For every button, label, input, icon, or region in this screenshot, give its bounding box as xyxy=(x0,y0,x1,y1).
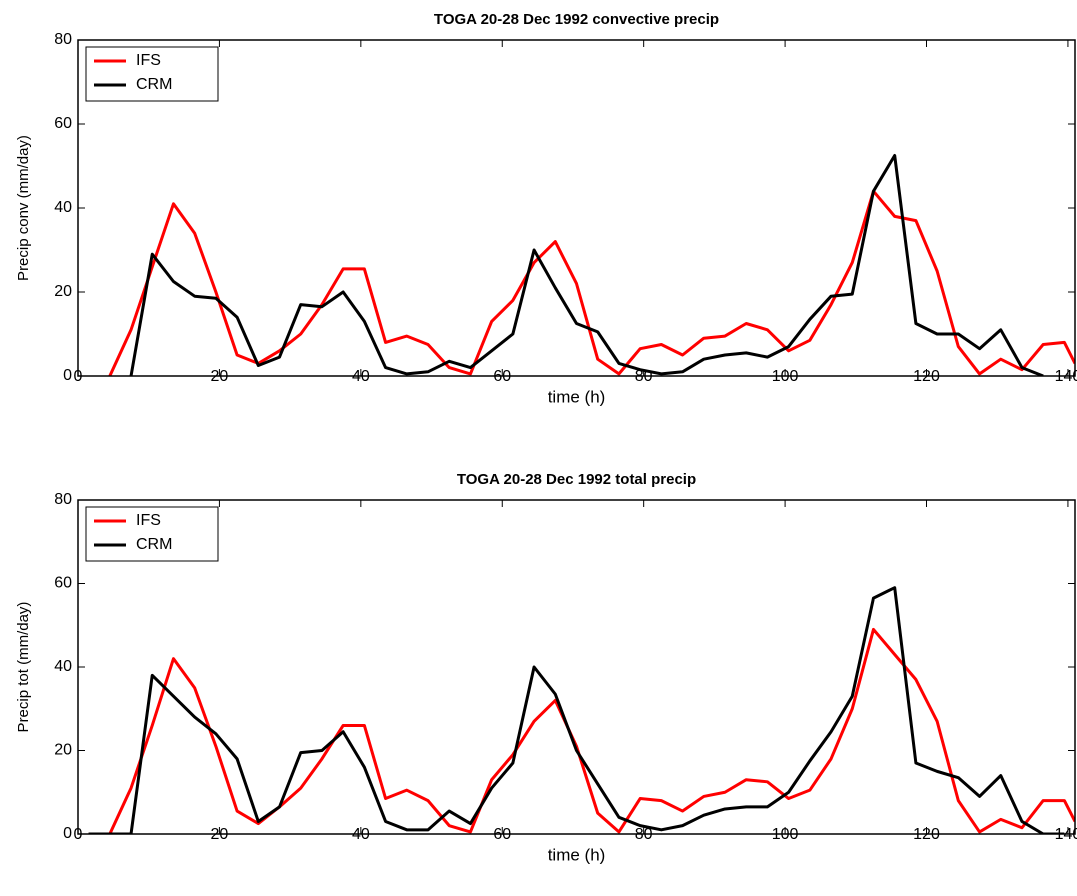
y-tick-label: 60 xyxy=(54,115,72,132)
y-axis-label: Precip conv (mm/day) xyxy=(15,135,32,281)
series-line xyxy=(88,627,1075,834)
y-tick-label: 0 xyxy=(63,825,72,842)
x-axis-label: time (h) xyxy=(548,387,606,406)
plot-frame xyxy=(77,39,1076,377)
x-axis-label: time (h) xyxy=(548,845,606,864)
y-tick-label: 20 xyxy=(54,283,72,300)
chart-title: TOGA 20-28 Dec 1992 convective precip xyxy=(434,11,719,28)
legend-box xyxy=(85,46,219,102)
y-tick-label: 0 xyxy=(63,367,72,384)
y-tick-label: 40 xyxy=(54,199,72,216)
legend-label: IFS xyxy=(136,512,161,529)
series-line xyxy=(88,586,1065,834)
y-axis-label: Precip tot (mm/day) xyxy=(15,602,32,733)
legend-label: IFS xyxy=(136,52,161,69)
legend-label: CRM xyxy=(136,76,172,93)
y-tick-label: 60 xyxy=(54,575,72,592)
legend-label: CRM xyxy=(136,536,172,553)
plot-frame xyxy=(77,499,1076,835)
y-tick-label: 20 xyxy=(54,742,72,759)
y-tick-label: 80 xyxy=(54,31,72,48)
legend-box xyxy=(85,506,219,562)
series-line xyxy=(129,154,1044,376)
chart-title: TOGA 20-28 Dec 1992 total precip xyxy=(457,471,696,488)
y-tick-label: 80 xyxy=(54,491,72,508)
y-tick-label: 40 xyxy=(54,658,72,675)
series-line xyxy=(108,189,1075,376)
